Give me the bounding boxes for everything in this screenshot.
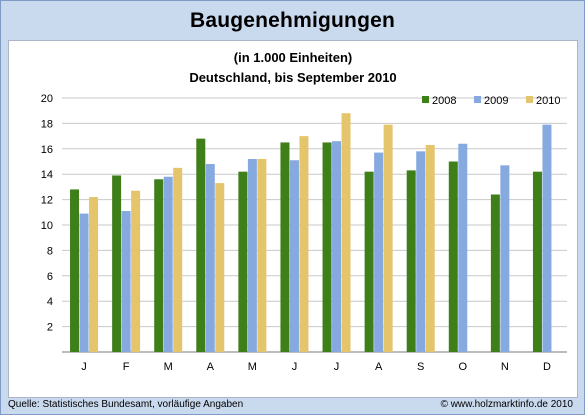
bar-2009 — [416, 151, 426, 352]
legend-swatch-2010 — [526, 96, 533, 103]
legend-label-2008: 2008 — [432, 95, 456, 107]
bar-2010 — [215, 183, 225, 352]
chart-title: Baugenehmigungen — [189, 9, 396, 32]
legend-swatch-2009 — [474, 96, 481, 103]
x-tick-label: J — [81, 361, 87, 373]
x-tick-label: S — [417, 361, 424, 373]
y-tick-label: 20 — [41, 93, 53, 105]
bar-2009 — [332, 141, 342, 352]
bar-2010 — [89, 197, 99, 352]
bar-2009 — [374, 152, 384, 352]
legend-swatch-2008 — [422, 96, 429, 103]
bar-2010 — [173, 167, 183, 352]
bar-2008 — [238, 171, 248, 352]
bar-2008 — [448, 161, 458, 352]
bar-2009 — [458, 143, 468, 352]
x-tick-label: M — [248, 361, 257, 373]
y-tick-label: 18 — [41, 118, 53, 130]
y-tick-label: 2 — [47, 322, 53, 334]
legend-label-2009: 2009 — [484, 95, 508, 107]
y-axis-ticks: 2 4 6 8 10 12 14 16 18 20 — [41, 93, 53, 334]
y-tick-label: 14 — [41, 169, 53, 181]
chart-panel: (in 1.000 Einheiten) Deutschland, bis Se… — [8, 40, 578, 398]
chart-subtitle-unit: (in 1.000 Einheiten) — [234, 50, 352, 65]
bar-2008 — [112, 175, 122, 352]
x-tick-label: A — [375, 361, 383, 373]
copyright-note: © www.holzmarktinfo.de 2010 — [440, 399, 573, 410]
legend-label-2010: 2010 — [536, 95, 560, 107]
bar-2008 — [196, 138, 206, 352]
bar-2008 — [364, 171, 374, 352]
bar-2009 — [247, 158, 257, 352]
y-tick-label: 12 — [41, 195, 53, 207]
legend: 2008 2009 2010 — [422, 95, 560, 107]
bar-2010 — [341, 113, 351, 353]
y-tick-label: 8 — [47, 245, 53, 257]
y-tick-label: 6 — [47, 271, 53, 283]
x-tick-label: J — [292, 361, 298, 373]
bar-2008 — [154, 179, 164, 352]
x-tick-label: N — [501, 361, 509, 373]
bar-2010 — [383, 124, 393, 352]
x-tick-label: A — [207, 361, 215, 373]
y-tick-label: 4 — [47, 296, 53, 308]
bar-2009 — [79, 213, 89, 352]
y-tick-label: 10 — [41, 220, 53, 232]
bar-chart: (in 1.000 Einheiten) Deutschland, bis Se… — [41, 50, 567, 373]
bar-2009 — [205, 164, 215, 352]
grid-lines — [62, 97, 567, 353]
bar-2009 — [289, 160, 299, 352]
bar-2008 — [406, 170, 416, 352]
bars — [70, 113, 552, 353]
bar-2010 — [257, 158, 267, 352]
bar-2008 — [70, 189, 80, 352]
x-tick-label: J — [334, 361, 340, 373]
bar-2008 — [532, 171, 542, 352]
bar-2010 — [425, 144, 435, 352]
bar-2010 — [299, 136, 309, 352]
chart-subtitle-region: Deutschland, bis September 2010 — [189, 70, 396, 85]
bar-2009 — [121, 211, 131, 352]
x-tick-label: F — [123, 361, 130, 373]
bar-2009 — [163, 176, 173, 352]
bar-2008 — [280, 142, 290, 352]
x-tick-label: O — [459, 361, 468, 373]
bar-2009 — [542, 124, 552, 352]
y-tick-label: 16 — [41, 144, 53, 156]
source-note: Quelle: Statistisches Bundesamt, vorläuf… — [8, 399, 244, 410]
bar-2008 — [490, 194, 500, 352]
bar-2008 — [322, 142, 332, 352]
x-tick-label: M — [164, 361, 173, 373]
bar-2010 — [131, 190, 141, 352]
x-tick-label: D — [543, 361, 551, 373]
bar-2009 — [500, 165, 510, 352]
